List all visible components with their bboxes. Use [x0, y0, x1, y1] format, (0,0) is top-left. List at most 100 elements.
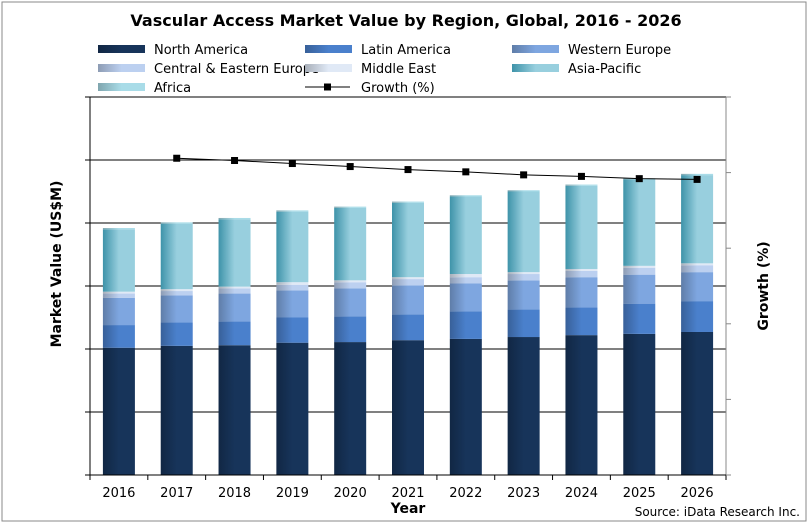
bar-middle-east-2020	[334, 280, 367, 283]
bar-middle-east-2026	[681, 263, 714, 266]
bar-western-europe-2016	[102, 297, 135, 326]
bar-africa-2023	[507, 190, 540, 192]
legend-item: Growth (%)	[305, 81, 435, 96]
bar-north-america-2020	[334, 342, 367, 475]
legend-swatch	[98, 64, 145, 72]
bars	[102, 173, 714, 475]
bar-latin-america-2024	[565, 307, 598, 336]
legend-swatch	[305, 45, 352, 53]
chart-title: Vascular Access Market Value by Region, …	[130, 11, 681, 30]
bar-asia-pacific-2021	[392, 202, 424, 278]
bar-central-eastern-europe-2018	[218, 288, 251, 294]
bar-north-america-2026	[681, 331, 714, 475]
growth-point	[635, 175, 643, 183]
bar-stack-2019	[276, 210, 309, 475]
bar-western-europe-2017	[160, 295, 193, 323]
legend-swatch	[98, 45, 145, 53]
x-tick-label: 2021	[391, 486, 424, 501]
bar-north-america-2024	[565, 335, 598, 475]
bar-asia-pacific-2019	[276, 211, 309, 283]
bar-africa-2024	[565, 184, 598, 186]
legend-label: Latin America	[361, 43, 451, 58]
bar-latin-america-2026	[681, 301, 714, 332]
bar-stack-2024	[565, 184, 598, 475]
bar-western-europe-2019	[276, 290, 309, 318]
bar-latin-america-2020	[334, 316, 367, 343]
x-tick-label: 2023	[507, 486, 540, 501]
bar-stack-2025	[623, 178, 656, 475]
growth-point	[693, 175, 701, 183]
bar-africa-2021	[392, 201, 424, 203]
bar-asia-pacific-2020	[334, 207, 367, 281]
bar-north-america-2018	[218, 345, 251, 475]
bar-central-eastern-europe-2021	[392, 279, 424, 286]
bar-africa-2019	[276, 210, 309, 212]
x-tick-labels: 2016 2017 2018 2019 2020 2021 2022 2023 2024 2025…	[102, 486, 713, 501]
bar-middle-east-2019	[276, 282, 309, 285]
legend-item: Africa	[98, 81, 191, 96]
bar-asia-pacific-2024	[565, 185, 598, 269]
x-tick-label: 2024	[565, 486, 598, 501]
bar-africa-2016	[102, 228, 135, 230]
bar-latin-america-2016	[102, 325, 135, 348]
bar-asia-pacific-2023	[507, 191, 540, 273]
bar-asia-pacific-2022	[449, 196, 482, 275]
bar-africa-2017	[160, 222, 193, 224]
legend-swatch	[512, 45, 559, 53]
legend-swatch	[305, 64, 352, 72]
legend-label: Central & Eastern Europe	[154, 62, 319, 77]
bar-middle-east-2023	[507, 272, 540, 275]
bar-western-europe-2018	[218, 293, 251, 322]
x-tick-label: 2018	[218, 486, 251, 501]
growth-line-path	[176, 157, 698, 180]
bar-western-europe-2026	[681, 272, 714, 302]
legend-label: Middle East	[361, 62, 436, 77]
bar-stack-2021	[392, 201, 424, 475]
bar-western-europe-2022	[449, 283, 482, 312]
growth-point	[346, 163, 354, 171]
y-axis-label: Market Value (US$M)	[49, 181, 65, 348]
bar-north-america-2022	[449, 338, 482, 475]
legend-item: Latin America	[305, 43, 451, 58]
legend-item: Asia-Pacific	[512, 62, 641, 77]
bar-asia-pacific-2016	[102, 229, 135, 292]
bar-latin-america-2019	[276, 317, 309, 343]
bar-middle-east-2025	[623, 265, 656, 268]
x-tick-label: 2017	[160, 486, 193, 501]
growth-point	[173, 154, 181, 162]
bar-stack-2018	[218, 217, 251, 475]
bar-africa-2026	[681, 173, 714, 176]
legend-swatch	[98, 83, 145, 91]
bar-latin-america-2025	[623, 303, 656, 334]
bar-africa-2018	[218, 217, 251, 220]
bar-latin-america-2022	[449, 311, 482, 339]
bar-western-europe-2021	[392, 285, 424, 315]
bar-north-america-2017	[160, 345, 193, 475]
growth-point	[288, 160, 296, 168]
bar-middle-east-2022	[449, 274, 482, 278]
bar-latin-america-2021	[392, 314, 424, 341]
bar-central-eastern-europe-2020	[334, 282, 367, 289]
growth-point	[404, 166, 412, 174]
bar-central-eastern-europe-2019	[276, 284, 309, 291]
bar-central-eastern-europe-2023	[507, 274, 540, 281]
bar-stack-2026	[681, 173, 714, 475]
bar-central-eastern-europe-2025	[623, 267, 656, 275]
growth-point	[462, 168, 470, 176]
bar-middle-east-2016	[102, 291, 135, 294]
bar-central-eastern-europe-2024	[565, 270, 598, 278]
source-note: Source: iData Research Inc.	[635, 505, 800, 519]
bar-north-america-2021	[392, 340, 424, 475]
x-axis-label: Year	[390, 501, 426, 517]
bar-asia-pacific-2018	[218, 219, 251, 287]
legend-label: Africa	[154, 81, 191, 96]
legend-label: Asia-Pacific	[568, 62, 641, 77]
legend-marker	[324, 83, 331, 91]
x-tick-label: 2016	[102, 486, 135, 501]
bar-latin-america-2023	[507, 309, 540, 338]
bar-stack-2023	[507, 190, 540, 475]
growth-point	[577, 172, 585, 180]
legend-label: Western Europe	[568, 43, 671, 58]
bar-middle-east-2021	[392, 277, 424, 280]
